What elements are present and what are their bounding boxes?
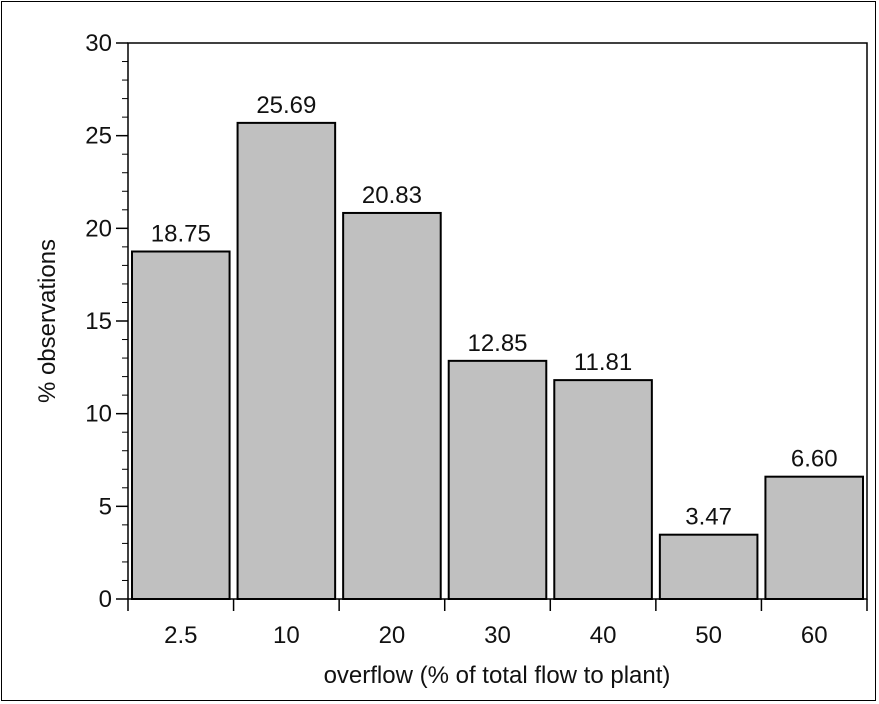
x-tick-label-40: 40	[590, 622, 617, 649]
y-tick-label-15: 15	[85, 308, 112, 335]
y-axis-label: % observations	[34, 239, 61, 403]
y-tick-label-20: 20	[85, 215, 112, 242]
y-tick-label-5: 5	[99, 493, 112, 520]
data-label-2.5: 18.75	[151, 221, 211, 248]
bar-20	[342, 211, 442, 601]
x-tick-label-20: 20	[379, 622, 406, 649]
y-axis: 0 5 10 15 20 25 30	[85, 30, 128, 613]
data-label-20: 20.83	[362, 182, 422, 209]
plot-area-border	[127, 42, 868, 600]
data-label-60: 6.60	[791, 446, 838, 473]
bar-50	[658, 533, 759, 600]
y-tick-label-10: 10	[85, 401, 112, 428]
data-label-50: 3.47	[685, 504, 732, 531]
bar-30	[447, 359, 548, 601]
y-tick-label-0: 0	[99, 586, 112, 613]
data-label-10: 25.69	[256, 92, 316, 119]
data-label-40: 11.81	[574, 349, 632, 376]
y-tick-label-25: 25	[85, 123, 112, 150]
bar-40	[553, 379, 653, 600]
bars-group: 18.75 25.69 20.83 12.85 11.81 3.47 6.60	[131, 92, 865, 601]
x-tick-label-50: 50	[695, 622, 722, 649]
x-tick-label-2.5: 2.5	[164, 622, 197, 649]
x-tick-label-30: 30	[484, 622, 511, 649]
x-tick-label-10: 10	[273, 622, 300, 649]
data-label-30: 12.85	[467, 330, 527, 357]
x-tick-label-60: 60	[801, 622, 828, 649]
bar-10	[236, 121, 337, 601]
x-axis-label: overflow (% of total flow to plant)	[324, 662, 671, 689]
bar-60	[764, 475, 865, 600]
x-axis: 2.5 10 20 30 40 50 60	[127, 599, 868, 649]
y-tick-label-30: 30	[85, 30, 112, 57]
bar-2.5	[131, 250, 231, 600]
